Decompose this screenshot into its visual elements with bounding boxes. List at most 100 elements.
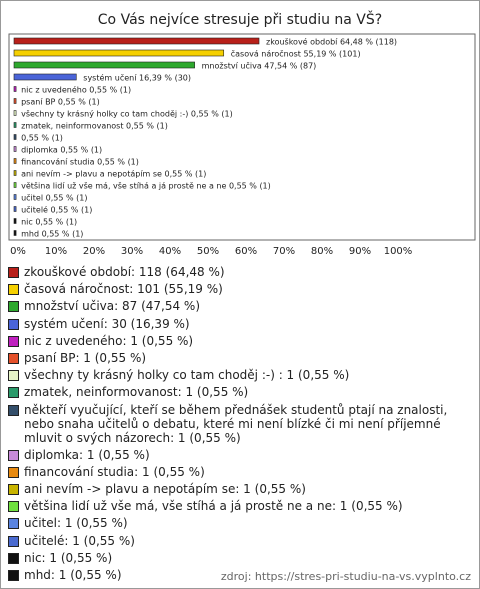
bar [13, 86, 17, 92]
x-tick-label: 50% [197, 246, 219, 257]
legend-swatch [8, 370, 19, 382]
value-label: 0,55 % (1) [229, 181, 271, 190]
category-label: zmatek, neinformovanost [21, 121, 123, 130]
value-label: 0,55 % (1) [46, 193, 88, 202]
legend-swatch [8, 518, 19, 530]
x-tick-label: 100% [384, 246, 413, 257]
bar-label: většina lidí už vše má, vše stíhá a já p… [21, 180, 271, 190]
x-tick-label: 0% [10, 246, 26, 257]
legend-label: mhd: 1 (0,55 %) [24, 568, 122, 582]
bar [13, 110, 17, 116]
bar [13, 122, 17, 128]
legend-item: nic z uvedeného: 1 (0,55 %) [8, 334, 470, 348]
legend-item: mhd: 1 (0,55 %) [8, 568, 470, 582]
bar [13, 182, 17, 188]
category-label: diplomka [21, 145, 58, 154]
legend-swatch [8, 552, 19, 564]
legend-item: časová náročnost: 101 (55,19 %) [8, 282, 470, 296]
legend-swatch [8, 449, 19, 461]
category-label: ani nevím -> plavu a nepotápím se [21, 169, 162, 178]
category-label: učitel [21, 192, 43, 202]
value-label: 55,19 % (101) [303, 49, 360, 58]
legend-label: někteří vyučující, kteří se během předná… [24, 402, 448, 445]
bar [13, 194, 17, 200]
legend-item: zkouškové období: 118 (64,48 %) [8, 265, 470, 279]
x-tick-label: 90% [349, 246, 371, 257]
bar-label: časová náročnost 55,19 % (101) [231, 48, 361, 58]
legend-item: většina lidí už vše má, vše stíhá a já p… [8, 499, 470, 513]
bar [13, 73, 77, 81]
bar [13, 98, 17, 104]
bar-label: nic z uvedeného 0,55 % (1) [21, 84, 131, 94]
x-tick-label: 40% [159, 246, 181, 257]
legend-item: zmatek, neinformovanost: 1 (0,55 %) [8, 385, 470, 399]
legend: zkouškové období: 118 (64,48 %) časová ná… [8, 265, 470, 585]
legend-item: ani nevím -> plavu a nepotápím se: 1 (0,… [8, 482, 470, 496]
legend-label: psaní BP: 1 (0,55 %) [24, 350, 147, 365]
bar-label: financování studia 0,55 % (1) [21, 157, 139, 166]
category-label: časová náročnost [231, 48, 301, 58]
legend-label: systém učení: 30 (16,39 %) [24, 316, 190, 331]
legend-swatch [8, 570, 19, 581]
legend-item: financování studia: 1 (0,55 %) [8, 465, 470, 479]
category-label: většina lidí už vše má, vše stíhá a já p… [21, 180, 226, 190]
legend-swatch [8, 301, 19, 313]
value-label: 0,55 % (1) [51, 205, 93, 214]
bar-label: zkouškové období 64,48 % (118) [266, 36, 397, 46]
legend-swatch [8, 387, 19, 399]
legend-item: učitelé: 1 (0,55 %) [8, 534, 470, 548]
legend-swatch [8, 318, 19, 330]
value-label: 47,54 % (87) [264, 61, 316, 70]
legend-label: financování studia: 1 (0,55 %) [24, 464, 205, 479]
bar [13, 218, 17, 224]
x-tick-label: 20% [83, 246, 105, 257]
bar-label: mhd 0,55 % (1) [21, 229, 83, 238]
bar [13, 230, 17, 236]
value-label: 64,48 % (118) [340, 37, 397, 46]
x-tick-label: 60% [235, 246, 257, 257]
value-label: 0,55 % (1) [191, 109, 233, 118]
bar [13, 134, 17, 140]
bar [13, 146, 17, 152]
category-label: financování studia [21, 157, 95, 166]
legend-label: nic: 1 (0,55 %) [24, 550, 113, 565]
legend-swatch [8, 501, 19, 513]
legend-label: diplomka: 1 (0,55 %) [24, 447, 150, 462]
x-tick-label: 30% [121, 246, 143, 257]
category-label: nic z uvedeného [21, 84, 87, 94]
legend-label: zmatek, neinformovanost: 1 (0,55 %) [24, 385, 249, 400]
bar-label: učitelé 0,55 % (1) [21, 204, 92, 214]
category-label: zkouškové období [266, 36, 338, 46]
legend-swatch [8, 284, 19, 296]
legend-label: učitel: 1 (0,55 %) [24, 516, 128, 531]
legend-label: ani nevím -> plavu a nepotápím se: 1 (0,… [24, 482, 306, 497]
bar-label: všechny ty krásný holky co tam choděj :-… [21, 108, 233, 118]
bar-label: množství učiva 47,54 % (87) [202, 60, 317, 70]
value-label: 16,39 % (30) [139, 73, 191, 82]
legend-label: časová náročnost: 101 (55,19 %) [24, 282, 223, 297]
bar-label: učitel 0,55 % (1) [21, 192, 87, 202]
bar [13, 37, 260, 45]
legend-item: systém učení: 30 (16,39 %) [8, 317, 470, 331]
legend-item: někteří vyučující, kteří se během předná… [8, 403, 470, 445]
chart: Co Vás nejvíce stresuje při studiu na VŠ… [8, 10, 476, 257]
value-label: 0,55 % (1) [165, 169, 207, 178]
legend-item: nic: 1 (0,55 %) [8, 551, 470, 565]
category-label: mhd [21, 229, 39, 238]
legend-item: všechny ty krásný holky co tam choděj :-… [8, 368, 470, 382]
bar-label: ani nevím -> plavu a nepotápím se 0,55 %… [21, 169, 206, 178]
legend-swatch [8, 335, 19, 347]
x-tick-label: 80% [311, 246, 333, 257]
bar-label: 0,55 % (1) [21, 133, 63, 142]
legend-swatch [8, 466, 19, 478]
legend-label: zkouškové období: 118 (64,48 %) [24, 265, 225, 279]
value-label: 0,55 % (1) [58, 97, 100, 106]
category-label: všechny ty krásný holky co tam choděj :-… [21, 108, 191, 118]
chart-title: Co Vás nejvíce stresuje při studiu na VŠ… [98, 10, 382, 28]
value-label: 0,55 % (1) [60, 145, 102, 154]
bar-label: diplomka 0,55 % (1) [21, 145, 102, 154]
value-label: 0,55 % (1) [126, 121, 168, 130]
legend-swatch [8, 404, 19, 416]
legend-label: nic z uvedeného: 1 (0,55 %) [24, 333, 194, 348]
category-label: nic [21, 217, 33, 226]
